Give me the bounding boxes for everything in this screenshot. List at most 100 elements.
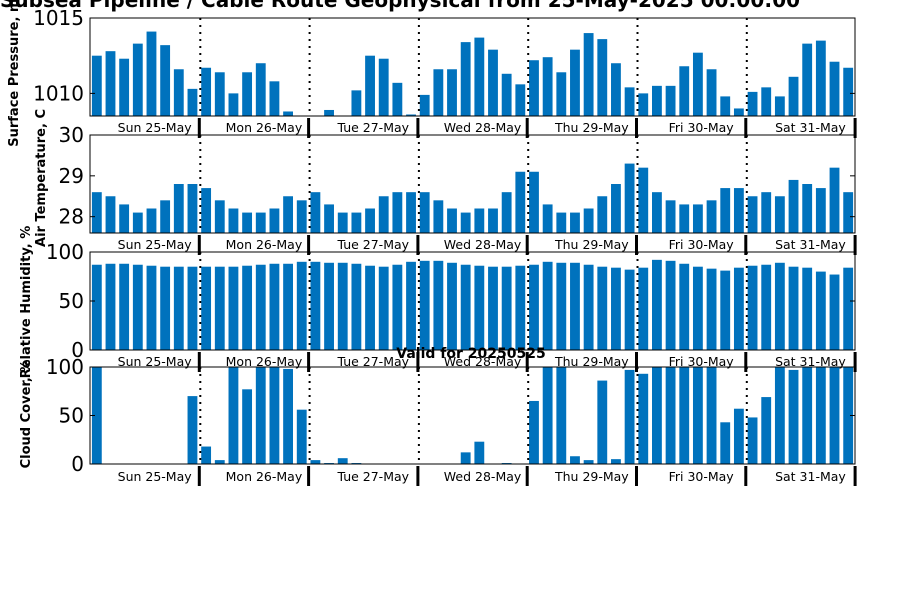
day-label: Sat 31-May xyxy=(775,354,846,369)
data-bar xyxy=(460,42,471,117)
day-label: Wed 28-May xyxy=(444,354,522,369)
day-label: Thu 29-May xyxy=(554,120,629,135)
y-tick-label: 0 xyxy=(71,338,84,362)
data-bar xyxy=(419,260,430,350)
data-bar xyxy=(515,265,526,350)
data-bar xyxy=(542,204,553,233)
day-label: Wed 28-May xyxy=(444,120,522,135)
data-bar xyxy=(679,66,690,116)
data-bar xyxy=(365,265,375,350)
data-bar xyxy=(132,264,143,350)
data-bar xyxy=(611,267,621,350)
data-bar xyxy=(774,96,785,116)
y-tick-label: 100 xyxy=(46,240,84,264)
data-bar xyxy=(474,208,485,233)
data-bar xyxy=(761,397,772,464)
data-bar xyxy=(665,260,676,350)
data-bar xyxy=(665,367,676,464)
data-bar xyxy=(638,167,649,233)
data-bar xyxy=(843,67,854,116)
data-bar xyxy=(433,200,444,233)
data-bar xyxy=(146,31,157,116)
day-label: Sun 25-May xyxy=(118,354,193,369)
data-bar xyxy=(310,460,321,464)
data-bar xyxy=(788,369,799,464)
figure-title: Subsea Pipeline / Cable Route Geophysica… xyxy=(0,0,800,12)
day-label: Thu 29-May xyxy=(554,237,629,252)
data-bar xyxy=(802,367,813,464)
data-bar xyxy=(269,367,280,464)
data-bar xyxy=(542,261,553,350)
data-bar xyxy=(132,212,143,233)
data-bar xyxy=(706,268,717,350)
data-bar xyxy=(433,260,444,350)
data-bar xyxy=(529,400,539,464)
data-bar xyxy=(652,85,662,116)
day-label: Fri 30-May xyxy=(669,120,735,135)
data-bar xyxy=(706,367,717,464)
data-bar xyxy=(720,188,731,233)
data-bar xyxy=(556,212,567,233)
data-bar xyxy=(105,263,116,350)
data-bar xyxy=(324,262,334,350)
day-label: Fri 30-May xyxy=(669,469,735,484)
data-bar xyxy=(283,196,293,233)
data-bar xyxy=(733,108,744,116)
data-bar xyxy=(324,109,334,116)
data-bar xyxy=(679,204,690,233)
data-bar xyxy=(105,51,116,116)
data-bar xyxy=(529,171,539,233)
data-bar xyxy=(392,192,403,233)
day-label: Thu 29-May xyxy=(554,469,629,484)
data-bar xyxy=(365,55,375,116)
data-bar xyxy=(747,265,758,350)
day-label: Wed 28-May xyxy=(444,237,522,252)
data-bar xyxy=(91,55,102,116)
data-bar xyxy=(146,208,157,233)
data-bar xyxy=(310,261,321,350)
day-label: Wed 28-May xyxy=(444,469,522,484)
chart-panel: 0 50 100 Sun 25-May Mon 26-May Tue 27-May Wed … xyxy=(19,226,857,379)
y-axis-label: Relative Humidity, % xyxy=(19,226,34,379)
data-bar xyxy=(119,58,130,116)
data-bar xyxy=(733,408,744,464)
data-bar xyxy=(761,87,772,116)
data-bar xyxy=(269,208,280,233)
data-bar xyxy=(283,368,293,464)
data-bar xyxy=(187,184,198,233)
data-bar xyxy=(228,266,239,350)
data-bar xyxy=(132,43,143,116)
data-bar xyxy=(733,267,744,350)
data-bar xyxy=(515,84,526,116)
data-bar xyxy=(255,367,266,464)
data-bar xyxy=(433,69,444,116)
data-bar xyxy=(570,49,580,116)
plot-frame xyxy=(89,17,856,117)
data-bar xyxy=(296,261,307,350)
data-bar xyxy=(638,93,649,116)
data-bar xyxy=(788,266,799,350)
data-bar xyxy=(488,49,498,116)
data-bar xyxy=(652,192,662,233)
data-bar xyxy=(474,37,485,116)
day-label: Sun 25-May xyxy=(118,469,193,484)
data-bar xyxy=(187,396,198,464)
data-bar xyxy=(733,188,744,233)
data-bar xyxy=(638,373,649,464)
data-bar xyxy=(283,111,293,116)
data-bar xyxy=(501,192,512,233)
data-bar xyxy=(269,263,280,350)
plot-frame xyxy=(89,134,856,234)
data-bar xyxy=(624,87,635,116)
day-label: Mon 26-May xyxy=(226,354,303,369)
data-bar xyxy=(91,264,102,350)
data-bar xyxy=(351,263,362,350)
data-bar xyxy=(788,179,799,233)
data-bar xyxy=(611,63,621,116)
data-bar xyxy=(201,266,212,350)
data-bar xyxy=(365,208,375,233)
data-bar xyxy=(460,264,471,350)
data-bar xyxy=(488,208,498,233)
